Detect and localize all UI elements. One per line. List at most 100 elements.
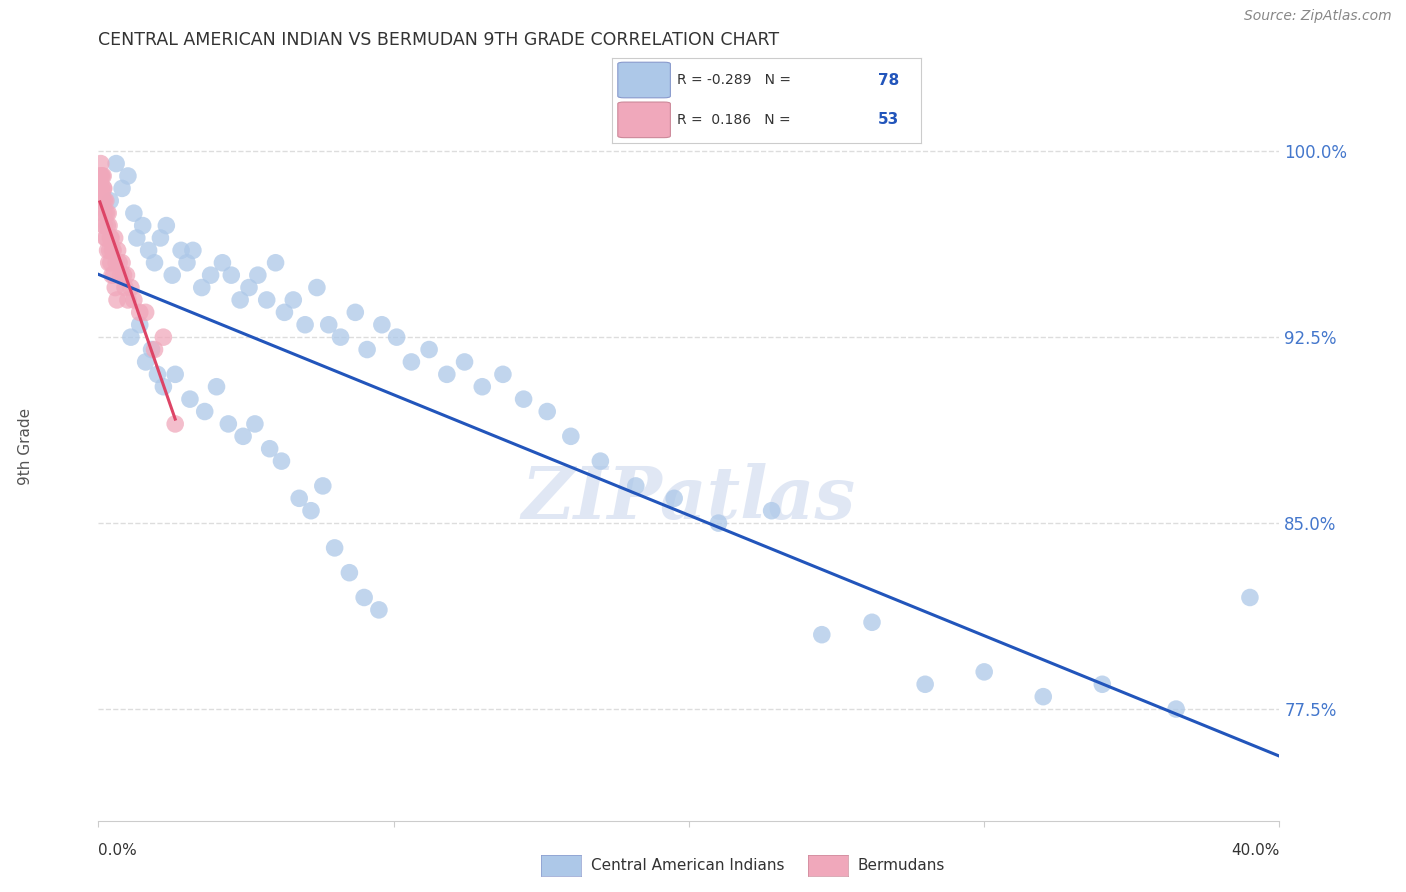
FancyBboxPatch shape (617, 62, 671, 98)
Point (128, 305, 150, 319)
Point (453, 355, 475, 369)
Text: Bermudans: Bermudans (858, 858, 945, 872)
Point (191, 280, 214, 294)
Point (96, 206, 118, 220)
Point (143, 256, 166, 270)
Point (221, 268, 243, 282)
Point (111, 256, 134, 270)
Point (560, 429, 582, 443)
Point (93, 219, 115, 233)
Point (229, 293, 252, 307)
Point (589, 454, 612, 468)
Text: 0.0%: 0.0% (98, 843, 138, 858)
Point (624, 479, 647, 493)
Point (94, 231, 117, 245)
Point (181, 244, 204, 258)
Point (356, 343, 378, 357)
Point (371, 318, 394, 332)
Text: CENTRAL AMERICAN INDIAN VS BERMUDAN 9TH GRADE CORRELATION CHART: CENTRAL AMERICAN INDIAN VS BERMUDAN 9TH … (98, 31, 779, 49)
Point (143, 343, 166, 357)
Point (100, 256, 122, 270)
Point (91, 194, 114, 208)
Point (312, 479, 335, 493)
Text: Central American Indians: Central American Indians (591, 858, 785, 872)
Point (205, 380, 228, 394)
Point (97, 206, 120, 220)
Point (256, 293, 278, 307)
Point (318, 318, 340, 332)
Point (217, 417, 239, 431)
Point (104, 231, 127, 245)
Point (243, 417, 266, 431)
Point (96, 231, 118, 245)
Point (105, 156, 128, 170)
Point (122, 293, 145, 307)
Point (89, 181, 111, 195)
Point (344, 305, 367, 319)
Point (299, 504, 322, 518)
Point (761, 504, 783, 518)
Point (288, 491, 311, 506)
Point (90, 169, 112, 183)
Point (914, 677, 936, 691)
Point (89, 169, 111, 183)
Point (471, 380, 494, 394)
Point (104, 280, 127, 294)
Text: ZIPatlas: ZIPatlas (522, 463, 856, 534)
Point (305, 280, 328, 294)
Point (810, 628, 832, 642)
Point (1091, 677, 1114, 691)
Point (436, 368, 458, 382)
Point (138, 244, 160, 258)
Point (264, 256, 287, 270)
Point (194, 404, 217, 418)
Point (101, 244, 124, 258)
Point (98, 219, 121, 233)
Point (98, 244, 121, 258)
Point (110, 268, 132, 282)
FancyBboxPatch shape (617, 102, 671, 137)
Point (125, 231, 148, 245)
Point (101, 268, 124, 282)
Point (152, 380, 174, 394)
Point (141, 343, 163, 357)
Point (323, 541, 346, 555)
Point (536, 404, 558, 418)
Point (259, 442, 281, 456)
Point (246, 268, 269, 282)
Point (329, 330, 352, 344)
Point (97, 256, 120, 270)
Text: 78: 78 (877, 72, 898, 87)
Point (94, 206, 117, 220)
Point (165, 417, 187, 431)
Point (90, 181, 112, 195)
Point (91, 194, 114, 208)
Point (111, 181, 134, 195)
Point (107, 244, 129, 258)
Point (135, 355, 157, 369)
Point (100, 231, 122, 245)
Point (385, 330, 408, 344)
Point (96, 219, 118, 233)
Point (91, 169, 114, 183)
Point (120, 330, 142, 344)
Point (179, 392, 201, 406)
Point (162, 268, 183, 282)
Point (93, 194, 115, 208)
Point (117, 293, 139, 307)
Point (664, 491, 686, 506)
Point (115, 268, 138, 282)
Point (105, 256, 128, 270)
Point (200, 268, 222, 282)
Point (98, 194, 121, 208)
Point (90, 181, 112, 195)
Point (368, 603, 391, 617)
Point (1164, 702, 1187, 716)
Point (93, 219, 115, 233)
Point (860, 615, 883, 630)
Point (135, 305, 157, 319)
Point (165, 368, 187, 382)
Point (211, 256, 233, 270)
Point (122, 206, 145, 220)
Point (97, 244, 120, 258)
